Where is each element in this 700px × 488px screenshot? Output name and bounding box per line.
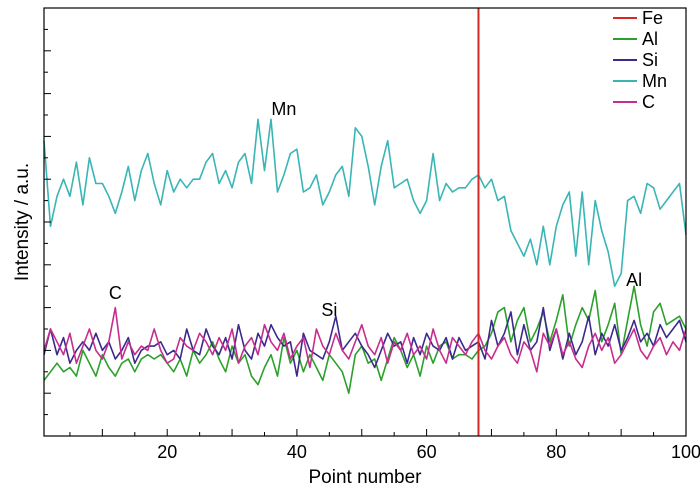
x-tick-label: 80 [546, 442, 566, 462]
annotation-si: Si [321, 300, 337, 320]
y-axis-ticks [44, 7, 51, 437]
annotations: Mn C Si Al [109, 99, 642, 320]
legend-label-fe: Fe [642, 8, 663, 28]
x-axis-ticks: 20 40 60 80 100 [69, 429, 700, 462]
annotation-al: Al [626, 270, 642, 290]
x-tick-label: 100 [671, 442, 700, 462]
series-line-c [43, 306, 687, 373]
annotation-c: C [109, 283, 122, 303]
y-axis-label: Intensity / a.u. [12, 163, 33, 281]
x-axis-label: Point number [308, 467, 422, 488]
x-tick-label: 60 [417, 442, 437, 462]
x-tick-label: 40 [287, 442, 307, 462]
series-line-mn [43, 118, 687, 288]
plot-lines [43, 8, 687, 436]
plot-frame [43, 7, 687, 437]
series-line-si [43, 306, 687, 377]
series-line-al [43, 285, 687, 395]
legend-label-c: C [642, 92, 655, 112]
x-tick-label: 20 [157, 442, 177, 462]
annotation-mn: Mn [271, 99, 296, 119]
legend-label-al: Al [642, 29, 658, 49]
legend-label-mn: Mn [642, 71, 667, 91]
legend-label-si: Si [642, 50, 658, 70]
